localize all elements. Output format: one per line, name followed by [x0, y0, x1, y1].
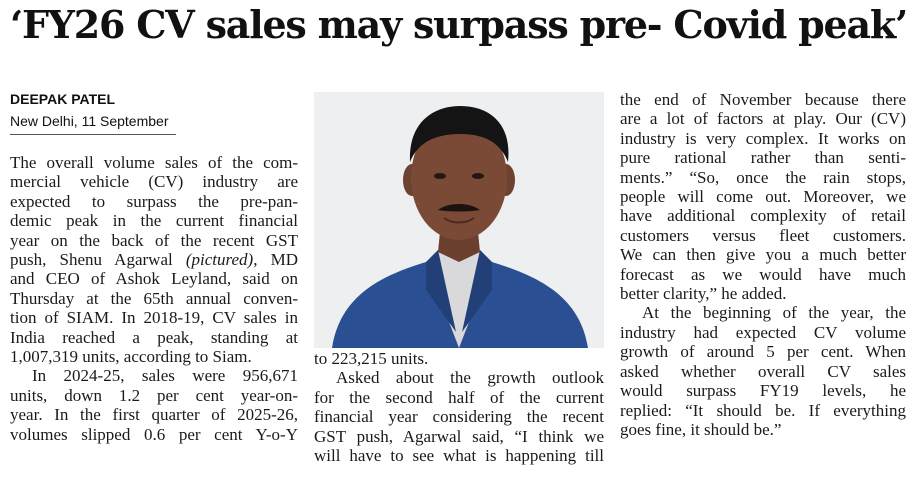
headline: ‘FY26 CV sales may surpass pre- Covid pe… — [10, 2, 908, 47]
text-line: would surpass FY19 levels, he — [620, 381, 906, 401]
text-line: are a lot of factors at play. Our (CV) — [620, 109, 906, 129]
text-line: to 223,215 units. — [314, 349, 429, 368]
text-line: pure rational rather than senti- — [620, 148, 906, 168]
text-line: 1,007,319 units, according to Siam. — [10, 347, 252, 367]
text-line: volumes slipped 0.6 per cent Y-o-Y — [10, 424, 298, 444]
byline-dateline: New Delhi, 11 September — [10, 113, 169, 129]
portrait-photo — [314, 92, 604, 348]
text-line: customers versus fleet customers. — [620, 225, 906, 245]
text-line: goes fine, it should be.” — [620, 419, 782, 439]
text-line: industry had expected CV volume — [620, 322, 906, 342]
text-line: mercial vehicle (CV) industry are — [10, 172, 298, 192]
text-line: growth of around 5 per cent. When — [620, 342, 906, 362]
text-line: industry is very complex. It works on — [620, 128, 906, 148]
text-line: year. In the first quarter of 2025-26, — [10, 405, 298, 425]
text-line: India reached a peak, standing at — [10, 327, 298, 347]
text-line: tion of SIAM. In 2018-19, CV sales in — [10, 308, 298, 328]
text-line: Thursday at the 65th annual conven- — [10, 288, 298, 308]
column-3: the end of November because there are a l… — [620, 90, 906, 439]
text-line: ments.” “So, once the rain stops, — [620, 167, 906, 187]
text-line: demic peak in the current financial — [10, 211, 298, 231]
text-line: In 2024-25, sales were 956,671 — [32, 366, 298, 386]
text-line: financial year considering the recent — [314, 407, 604, 427]
portrait-illustration — [314, 92, 604, 348]
text-line: better clarity,” he added. — [620, 284, 787, 304]
text-line: replied: “It should be. If everything — [620, 400, 906, 420]
text-line: for the second half of the current — [314, 387, 604, 407]
text-line: asked whether overall CV sales — [620, 361, 906, 381]
column-2: to 223,215 units. Asked about the growth … — [314, 349, 604, 465]
text-line: forecast as we would have much — [620, 264, 906, 284]
text-line: We can then give you a much better — [620, 245, 906, 265]
byline-author: DEEPAK PATEL — [10, 91, 116, 107]
text-line: Asked about the growth outlook — [336, 368, 604, 388]
text-line: The overall volume sales of the com- — [10, 153, 298, 172]
byline-divider — [10, 134, 176, 135]
text-line: will have to see what is happening till — [314, 446, 604, 466]
text-line: expected to surpass the pre-pan- — [10, 191, 298, 211]
text-line: push, Shenu Agarwal (pictured), MD — [10, 250, 298, 270]
text-line: people will come out. Moreover, we — [620, 187, 906, 207]
text-line: and CEO of Ashok Leyland, said on — [10, 269, 298, 289]
column-1: The overall volume sales of the com-merc… — [10, 153, 298, 444]
text-line: have additional complexity of retail — [620, 206, 906, 226]
text-line: units, down 1.2 per cent year-on- — [10, 385, 298, 405]
text-line: year on the back of the recent GST — [10, 230, 298, 250]
text-line: GST push, Agarwal said, “I think we — [314, 426, 604, 446]
text-line: the end of November because there — [620, 90, 906, 109]
text-line: At the beginning of the year, the — [642, 303, 906, 323]
